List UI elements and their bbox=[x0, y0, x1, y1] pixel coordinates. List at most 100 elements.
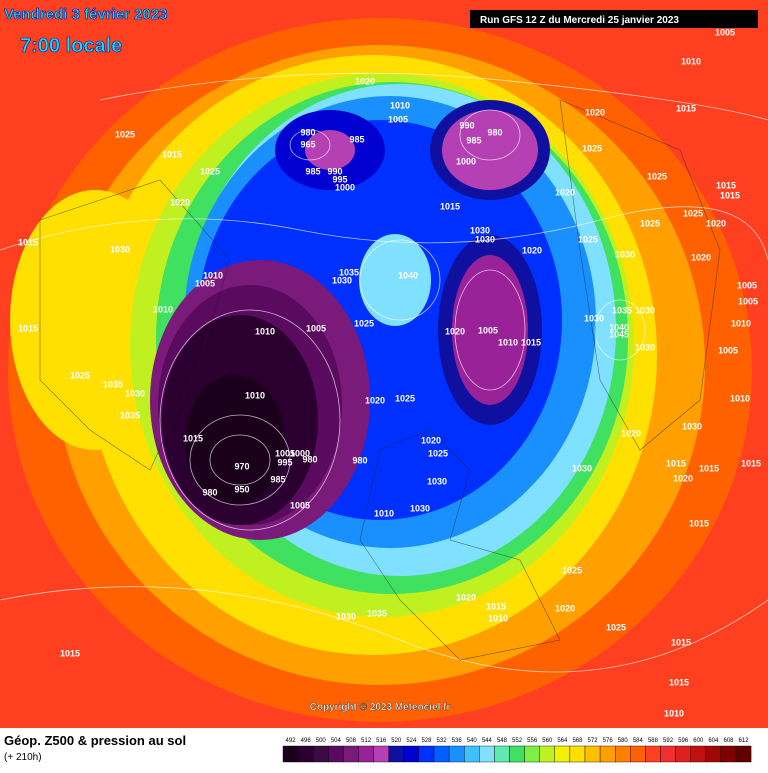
date: Vendredi 3 février 2023 bbox=[4, 6, 167, 23]
pressure-label: 1030 bbox=[615, 249, 635, 259]
pressure-label: 1025 bbox=[647, 171, 667, 181]
colorbar-label: 492 bbox=[286, 738, 297, 744]
pressure-label: 1005 bbox=[715, 27, 735, 37]
pressure-label: 1005 bbox=[275, 448, 295, 458]
pressure-label: 990 bbox=[327, 166, 342, 176]
height-zone bbox=[359, 234, 431, 326]
pressure-label: 1005 bbox=[290, 500, 310, 510]
pressure-label: 1010 bbox=[255, 326, 275, 336]
colorbar-label: 576 bbox=[603, 738, 614, 744]
colorbar-label: 584 bbox=[633, 738, 644, 744]
pressure-label: 1020 bbox=[673, 473, 693, 483]
pressure-label: 1010 bbox=[245, 390, 265, 400]
colorbar-label: 560 bbox=[542, 738, 553, 744]
pressure-label: 1020 bbox=[555, 603, 575, 613]
colorbar-label: 532 bbox=[437, 738, 448, 744]
colorbar-label: 572 bbox=[588, 738, 599, 744]
pressure-label: 1005 bbox=[478, 325, 498, 335]
pressure-label: 985 bbox=[466, 135, 481, 145]
run-box bbox=[470, 10, 758, 28]
colorbar-cell bbox=[343, 745, 359, 763]
pressure-label: 1035 bbox=[339, 267, 359, 277]
pressure-label: 990 bbox=[459, 120, 474, 130]
pressure-label: 1015 bbox=[162, 149, 182, 159]
pressure-label: 1030 bbox=[682, 421, 702, 431]
pressure-label: 980 bbox=[302, 454, 317, 464]
colorbar-label: 500 bbox=[316, 738, 327, 744]
pressure-label: 1010 bbox=[681, 56, 701, 66]
colorbar-cell bbox=[735, 745, 752, 763]
colorbar-label: 592 bbox=[663, 738, 674, 744]
height-zone bbox=[185, 375, 285, 505]
pressure-label: 1010 bbox=[203, 270, 223, 280]
pressure-label: 1025 bbox=[428, 448, 448, 458]
pressure-label: 1025 bbox=[395, 393, 415, 403]
colorbar-cell bbox=[418, 745, 435, 763]
pressure-label: 1000 bbox=[456, 156, 476, 166]
pressure-label: 1015 bbox=[699, 463, 719, 473]
pressure-label: 1035 bbox=[612, 305, 632, 315]
colorbar-cell bbox=[433, 745, 450, 763]
colorbar-cell bbox=[313, 745, 329, 763]
colorbar-cell bbox=[705, 745, 722, 763]
pressure-label: 1005 bbox=[737, 280, 757, 290]
colorbar-cell bbox=[297, 745, 314, 763]
pressure-label: 1010 bbox=[664, 708, 684, 718]
pressure-label: 980 bbox=[487, 127, 502, 137]
pressure-label: 1015 bbox=[18, 237, 38, 247]
colorbar-cell bbox=[509, 745, 525, 763]
pressure-label: 1030 bbox=[572, 463, 592, 473]
pressure-label: 980 bbox=[352, 455, 367, 465]
colorbar-label: 504 bbox=[331, 738, 342, 744]
pressure-label: 1020 bbox=[555, 187, 575, 197]
coastlines bbox=[39, 99, 721, 661]
pressure-label: 1015 bbox=[521, 337, 541, 347]
colorbar-cell bbox=[494, 745, 510, 763]
pressure-label: 1030 bbox=[470, 225, 490, 235]
colorbar-label: 548 bbox=[497, 738, 508, 744]
colorbar-label: 612 bbox=[739, 738, 750, 744]
pressure-label: 1000 bbox=[290, 448, 310, 458]
pressure-label: 1020 bbox=[706, 218, 726, 228]
colorbar-label: 536 bbox=[452, 738, 463, 744]
pressure-label: 1015 bbox=[669, 677, 689, 687]
colorbar-label: 556 bbox=[527, 738, 538, 744]
colorbar-label: 604 bbox=[708, 738, 719, 744]
pressure-label: 1040 bbox=[609, 322, 629, 332]
height-zone bbox=[442, 110, 538, 190]
pressure-label: 1000 bbox=[335, 182, 355, 192]
colorbar-cell bbox=[448, 745, 465, 763]
height-zone bbox=[452, 255, 528, 405]
pressure-label: 1035 bbox=[120, 410, 140, 420]
pressure-label: 1030 bbox=[336, 611, 356, 621]
pressure-label: 1010 bbox=[730, 393, 750, 403]
pressure-label: 950 bbox=[234, 484, 249, 494]
colorbar-label: 600 bbox=[693, 738, 704, 744]
pressure-label: 1035 bbox=[103, 379, 123, 389]
colorbar-label: 540 bbox=[467, 738, 478, 744]
pressure-label: 1025 bbox=[640, 218, 660, 228]
pressure-label: 1010 bbox=[498, 337, 518, 347]
pressure-label: 1025 bbox=[200, 166, 220, 176]
run: Run GFS 12 Z du Mercredi 25 janvier 2023 bbox=[480, 15, 679, 26]
pressure-label: 1030 bbox=[125, 388, 145, 398]
pressure-label: 1035 bbox=[367, 608, 387, 618]
colorbar-cell bbox=[630, 745, 646, 763]
pressure-label: 1010 bbox=[731, 318, 751, 328]
colorbar-label: 564 bbox=[557, 738, 568, 744]
pressure-label: 995 bbox=[332, 174, 347, 184]
colorbar-cell bbox=[690, 745, 707, 763]
pressure-label: 985 bbox=[305, 166, 320, 176]
pressure-label: 1025 bbox=[70, 370, 90, 380]
pressure-label: 1025 bbox=[578, 234, 598, 244]
colorbar-label: 512 bbox=[361, 738, 372, 744]
pressure-label: 1030 bbox=[332, 275, 352, 285]
colorbar-cell bbox=[464, 745, 480, 763]
colorbar-cell bbox=[282, 745, 299, 763]
pressure-label: 1015 bbox=[689, 518, 709, 528]
pressure-label: 1015 bbox=[720, 190, 740, 200]
colorbar-cell bbox=[403, 745, 420, 763]
pressure-label: 1025 bbox=[354, 318, 374, 328]
colorbar-label: 524 bbox=[406, 738, 417, 744]
colorbar-cell bbox=[615, 745, 631, 763]
